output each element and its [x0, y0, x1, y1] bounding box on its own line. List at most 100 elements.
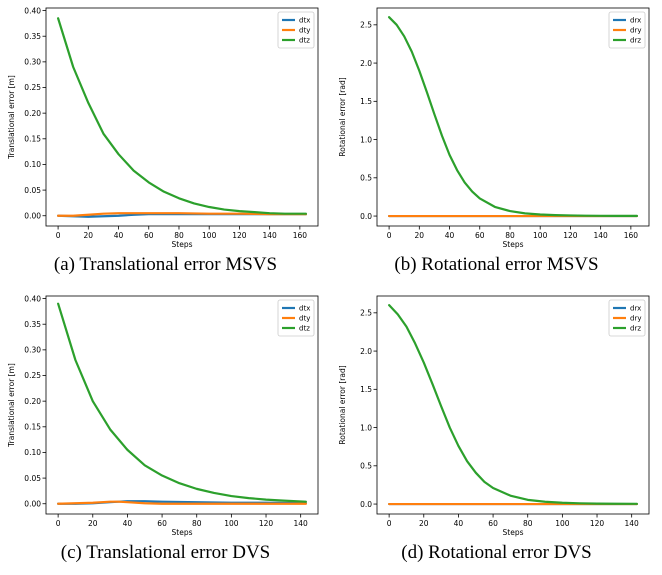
- y-tick-label: 0.5: [360, 174, 372, 183]
- x-tick-label: 60: [144, 231, 154, 240]
- x-tick-label: 0: [56, 231, 61, 240]
- y-tick-label: 0.10: [24, 160, 41, 169]
- x-tick-label: 40: [114, 231, 124, 240]
- legend-label-dtz: dtz: [299, 37, 310, 45]
- x-tick-label: 20: [84, 231, 94, 240]
- caption-d: (d) Rotational error DVS: [401, 542, 592, 563]
- caption-a: (a) Translational error MSVS: [53, 254, 278, 275]
- legend-label-dtz: dtz: [299, 325, 310, 333]
- x-tick-label: 120: [563, 231, 578, 240]
- y-tick-label: 0.05: [24, 474, 41, 483]
- x-tick-label: 80: [174, 231, 184, 240]
- legend-label-dtx: dtx: [299, 17, 310, 25]
- legend-label-dty: dty: [299, 27, 310, 35]
- chart-b: 0 20 40 60 80 100 120 140 160 0.0 0.5 1.0 1.5 2.0 2.5 S…: [338, 7, 650, 249]
- y-tick-label: 0.35: [24, 320, 41, 329]
- plot-frame: [45, 7, 319, 227]
- y-tick-label: 0.10: [24, 448, 41, 457]
- y-tick-label: 0.40: [24, 294, 41, 303]
- y-tick-label: 0.20: [24, 397, 41, 406]
- x-tick-label: 40: [454, 519, 464, 528]
- y-axis-label: Rotational error [rad]: [338, 365, 347, 444]
- x-tick-label: 100: [202, 231, 217, 240]
- x-tick-label: 40: [123, 519, 133, 528]
- x-tick-label: 0: [387, 519, 392, 528]
- y-tick-label: 0.00: [24, 499, 41, 508]
- x-tick-label: 140: [593, 231, 608, 240]
- x-tick-label: 120: [590, 519, 605, 528]
- x-axis-label: Steps: [172, 240, 193, 249]
- legend: dtx dty dtz: [277, 299, 315, 337]
- y-axis-label: Rotational error [rad]: [338, 77, 347, 156]
- chart-panel-c: 0 20 40 60 80 100 120 140 0.00 0.05 0.10 0.15 0.20 0.…: [0, 288, 331, 575]
- y-tick-label: 0.20: [24, 109, 41, 118]
- legend-label-dtx: dtx: [299, 305, 310, 313]
- caption-b: (b) Rotational error MSVS: [394, 254, 599, 275]
- x-tick-label: 160: [293, 231, 308, 240]
- y-tick-label: 0.05: [24, 186, 41, 195]
- x-tick-label: 100: [533, 231, 548, 240]
- legend: drx dry drz: [608, 11, 646, 49]
- x-tick-label: 140: [625, 519, 640, 528]
- series-group: [57, 302, 307, 505]
- plot-frame: [376, 295, 650, 515]
- y-tick-label: 0.25: [24, 371, 41, 380]
- y-tick-label: 0.00: [24, 211, 41, 220]
- x-tick-label: 20: [419, 519, 429, 528]
- x-tick-label: 120: [232, 231, 247, 240]
- x-tick-label: 0: [387, 231, 392, 240]
- x-tick-label: 120: [259, 519, 274, 528]
- y-tick-label: 2.5: [360, 309, 372, 318]
- chart-panel-b: 0 20 40 60 80 100 120 140 160 0.0 0.5 1.0 1.5 2.0 2.5 S…: [331, 0, 662, 287]
- series-line-dty: [56, 212, 308, 217]
- plot-frame: [376, 7, 650, 227]
- y-tick-label: 0.0: [360, 212, 372, 221]
- series-group: [387, 16, 639, 218]
- series-group: [56, 17, 308, 218]
- plot-frame: [45, 295, 319, 515]
- x-tick-label: 100: [555, 519, 570, 528]
- chart-panel-a: 0 20 40 60 80 100 120 140 160 0.00 0.05 0.10 0.15 0.2…: [0, 0, 331, 287]
- y-tick-label: 2.0: [360, 59, 372, 68]
- y-tick-label: 0.0: [360, 500, 372, 509]
- y-tick-label: 0.5: [360, 462, 372, 471]
- x-tick-label: 0: [56, 519, 61, 528]
- legend-label-drz: drz: [630, 37, 641, 45]
- x-axis-label: Steps: [503, 528, 524, 537]
- series-line-dtz: [56, 17, 308, 215]
- series-line-drz: [387, 16, 639, 217]
- y-tick-label: 2.0: [360, 347, 372, 356]
- y-axis-label: Translational error [m]: [7, 363, 16, 448]
- y-tick-label: 2.5: [360, 21, 372, 30]
- legend: drx dry drz: [608, 299, 646, 337]
- series-line-dty: [57, 500, 307, 505]
- legend-label-drx: drx: [630, 17, 641, 25]
- series-line-drz: [388, 304, 638, 505]
- y-tick-label: 1.5: [360, 385, 372, 394]
- x-axis-label: Steps: [503, 240, 524, 249]
- x-tick-label: 140: [262, 231, 277, 240]
- y-tick-label: 0.25: [24, 83, 41, 92]
- y-tick-label: 0.40: [24, 6, 41, 15]
- x-tick-label: 160: [624, 231, 639, 240]
- chart-c: 0 20 40 60 80 100 120 140 0.00 0.05 0.10 0.15 0.20 0.…: [7, 294, 319, 537]
- y-tick-label: 0.30: [24, 58, 41, 67]
- legend-label-dry: dry: [630, 315, 641, 323]
- caption-c: (c) Translational error DVS: [60, 542, 271, 563]
- x-tick-label: 60: [475, 231, 485, 240]
- y-tick-label: 0.15: [24, 423, 41, 432]
- chart-panel-d: 0 20 40 60 80 100 120 140 0.0 0.5 1.0 1.5 2.0 2.5 Step…: [331, 288, 662, 575]
- legend: dtx dty dtz: [277, 11, 315, 49]
- x-tick-label: 20: [88, 519, 98, 528]
- legend-label-dty: dty: [299, 315, 310, 323]
- x-tick-label: 60: [488, 519, 498, 528]
- x-tick-label: 140: [294, 519, 309, 528]
- x-tick-label: 80: [192, 519, 202, 528]
- x-tick-label: 100: [224, 519, 239, 528]
- y-tick-label: 0.35: [24, 32, 41, 41]
- series-line-dtz: [57, 302, 307, 503]
- x-tick-label: 80: [523, 519, 533, 528]
- x-tick-label: 80: [505, 231, 515, 240]
- x-axis-label: Steps: [172, 528, 193, 537]
- x-tick-label: 20: [415, 231, 425, 240]
